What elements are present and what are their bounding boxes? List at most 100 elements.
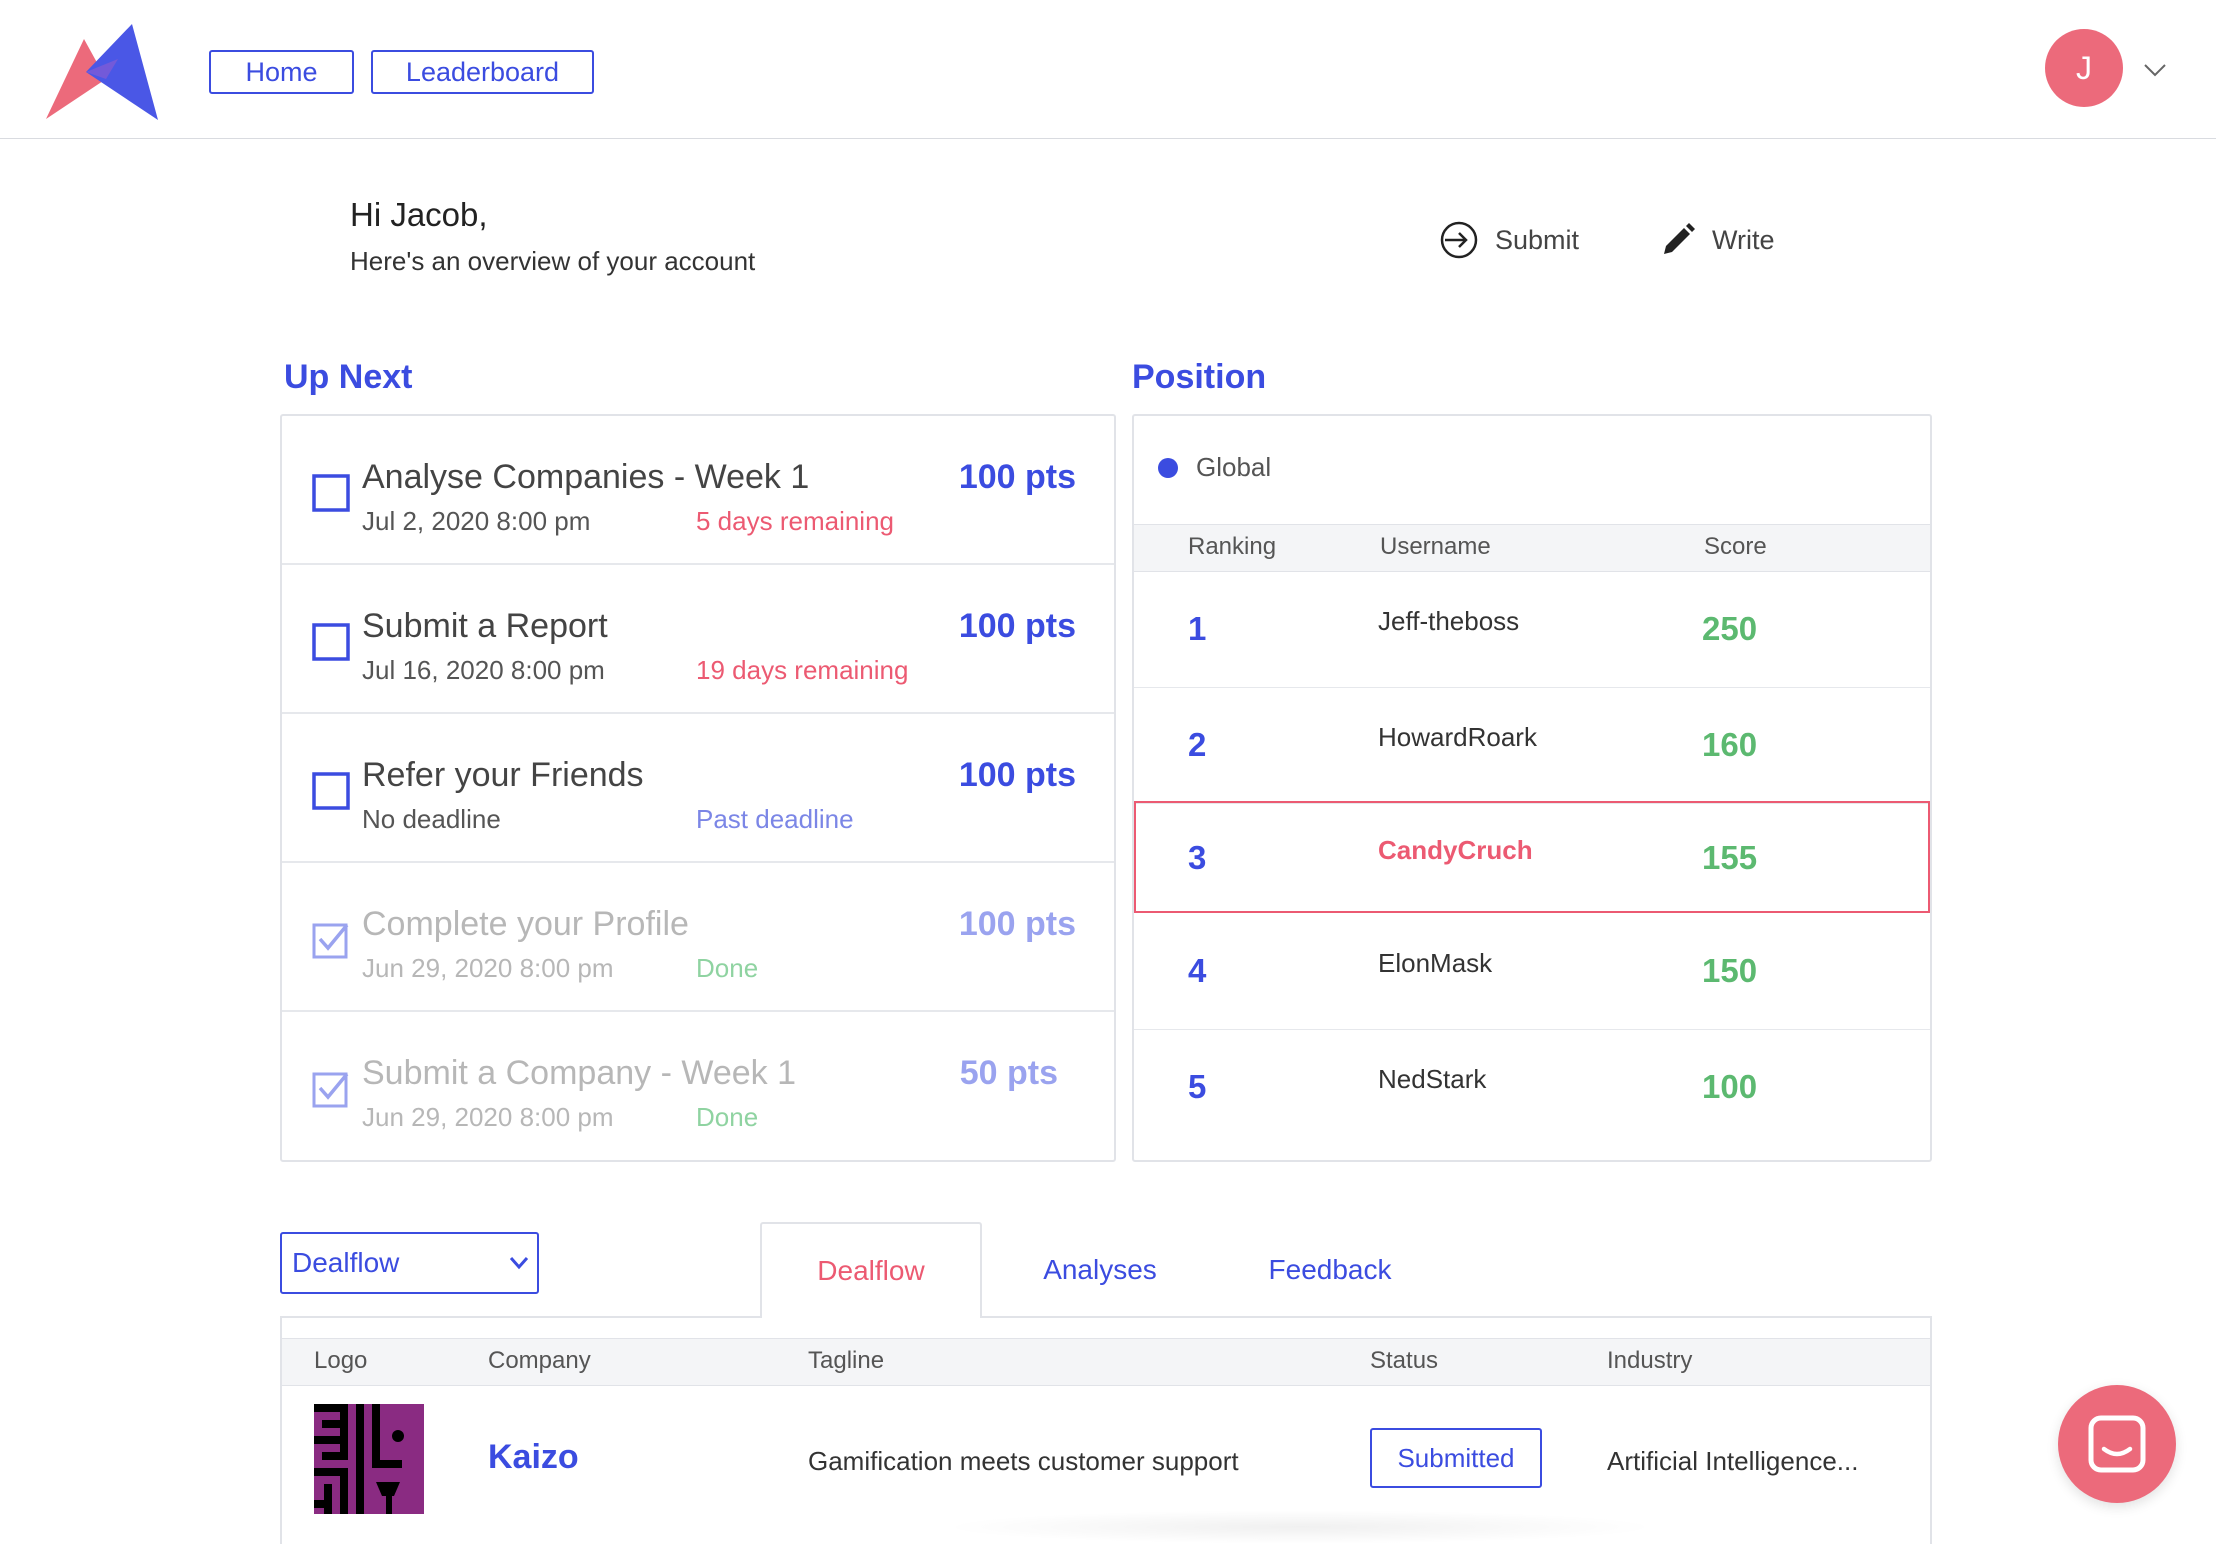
checkbox-checked-icon[interactable] <box>312 921 350 959</box>
company-name-link[interactable]: Kaizo <box>488 1438 579 1476</box>
up-next-heading: Up Next <box>284 358 413 396</box>
scroll-shadow <box>940 1510 1660 1544</box>
task-points: 50 pts <box>959 1054 1058 1092</box>
task-item[interactable]: Complete your Profile Jun 29, 2020 8:00 … <box>282 863 1114 1012</box>
tab-analyses[interactable]: Analyses <box>1043 1254 1157 1285</box>
task-item[interactable]: Submit a Company - Week 1 Jun 29, 2020 8… <box>282 1012 1114 1161</box>
checkbox-empty-icon[interactable] <box>312 623 350 661</box>
score: 160 <box>1702 726 1758 763</box>
filter-label: Global <box>1196 452 1272 482</box>
select-value: Dealflow <box>292 1247 400 1278</box>
up-next-card: Analyse Companies - Week 1 Jul 2, 2020 8… <box>280 414 1116 1162</box>
dealflow-table: Logo Company Tagline Status Industry <box>280 1318 1932 1544</box>
task-points: 100 pts <box>958 905 1076 943</box>
task-status: Past deadline <box>696 804 854 834</box>
task-title: Submit a Report <box>362 607 608 645</box>
col-username: Username <box>1380 533 1491 560</box>
score: 100 <box>1702 1068 1758 1105</box>
checkbox-empty-icon[interactable] <box>312 474 350 512</box>
top-navbar: Home Leaderboard J <box>0 0 2216 139</box>
rank: 3 <box>1188 839 1207 876</box>
checkbox-empty-icon[interactable] <box>312 772 350 810</box>
task-status: 19 days remaining <box>696 655 909 685</box>
rank: 4 <box>1188 952 1207 989</box>
tab-feedback[interactable]: Feedback <box>1268 1254 1392 1285</box>
rank: 2 <box>1188 726 1207 763</box>
status-badge-button[interactable]: Submitted <box>1370 1428 1542 1488</box>
chevron-down-icon <box>509 1257 529 1270</box>
write-action-label: Write <box>1712 224 1775 255</box>
greeting-subtitle: Here's an overview of your account <box>350 246 756 276</box>
task-title: Refer your Friends <box>362 756 644 794</box>
task-date: Jul 16, 2020 8:00 pm <box>362 655 605 685</box>
leaderboard-header: Ranking Username Score <box>1134 524 1930 572</box>
task-item[interactable]: Submit a Report Jul 16, 2020 8:00 pm 19 … <box>282 565 1114 714</box>
leaderboard-row[interactable]: 5 NedStark 100 <box>1134 1030 1930 1146</box>
chevron-down-icon[interactable] <box>2143 58 2167 82</box>
table-header: Logo Company Tagline Status Industry <box>282 1338 1930 1386</box>
leaderboard-filter[interactable]: Global <box>1158 452 1271 483</box>
task-points: 100 pts <box>958 607 1076 645</box>
login-arrow-icon <box>1440 221 1478 259</box>
username: CandyCruch <box>1378 835 1533 865</box>
leaderboard-row[interactable]: 2 HowardRoark 160 <box>1134 688 1930 804</box>
rank: 5 <box>1188 1068 1207 1105</box>
username: NedStark <box>1378 1064 1487 1094</box>
task-date: Jul 2, 2020 8:00 pm <box>362 506 591 536</box>
home-nav-button[interactable]: Home <box>209 50 354 94</box>
filter-dot-icon <box>1158 457 1178 478</box>
position-heading: Position <box>1132 358 1267 396</box>
col-tagline: Tagline <box>808 1347 885 1374</box>
col-logo: Logo <box>314 1347 368 1374</box>
task-item[interactable]: Analyse Companies - Week 1 Jul 2, 2020 8… <box>282 416 1114 565</box>
company-industry: Artificial Intelligence... <box>1607 1446 1859 1476</box>
tabs-divider <box>280 1316 1932 1318</box>
leaderboard-row[interactable]: 4 ElonMask 150 <box>1134 914 1930 1030</box>
score: 250 <box>1702 610 1758 647</box>
task-date: No deadline <box>362 804 501 834</box>
company-tagline: Gamification meets customer support <box>808 1446 1239 1476</box>
task-points: 100 pts <box>958 756 1076 794</box>
submit-action-button[interactable]: Submit <box>1439 216 1579 264</box>
leaderboard-nav-button[interactable]: Leaderboard <box>371 50 594 94</box>
position-card: Global Ranking Username Score 1 Jeff-the… <box>1132 414 1932 1162</box>
col-score: Score <box>1704 533 1767 560</box>
leaderboard-row[interactable]: 1 Jeff-theboss 250 <box>1134 572 1930 688</box>
username: HowardRoark <box>1378 722 1537 752</box>
submit-action-label: Submit <box>1495 224 1580 255</box>
col-ranking: Ranking <box>1188 533 1277 560</box>
chat-launcher-button[interactable] <box>2058 1385 2176 1503</box>
tab-dealflow[interactable]: Dealflow <box>760 1222 982 1318</box>
greeting-title: Hi Jacob, <box>350 196 488 233</box>
task-status: Done <box>696 953 759 983</box>
leaderboard-row-current-user[interactable]: 3 CandyCruch 155 <box>1134 801 1930 913</box>
task-title: Analyse Companies - Week 1 <box>362 458 810 496</box>
score: 155 <box>1702 839 1758 876</box>
username: Jeff-theboss <box>1378 606 1520 636</box>
chat-icon <box>2088 1415 2146 1473</box>
task-status: Done <box>696 1102 759 1132</box>
avatar[interactable]: J <box>2045 29 2123 107</box>
write-action-button[interactable]: Write <box>1660 216 1775 264</box>
task-status: 5 days remaining <box>696 506 894 536</box>
task-date: Jun 29, 2020 8:00 pm <box>362 1102 614 1132</box>
pencil-icon <box>1664 223 1695 254</box>
username: ElonMask <box>1378 948 1493 978</box>
table-row[interactable]: Kaizo Gamification meets customer suppor… <box>282 1386 1930 1526</box>
task-date: Jun 29, 2020 8:00 pm <box>362 953 614 983</box>
task-points: 100 pts <box>958 458 1076 496</box>
task-item[interactable]: Refer your Friends No deadline Past dead… <box>282 714 1114 863</box>
task-title: Complete your Profile <box>362 905 689 943</box>
brand-logo[interactable] <box>46 24 158 120</box>
task-title: Submit a Company - Week 1 <box>362 1054 796 1092</box>
dealflow-select[interactable]: Dealflow <box>280 1232 539 1294</box>
score: 150 <box>1702 952 1758 989</box>
col-industry: Industry <box>1607 1347 1693 1374</box>
checkbox-checked-icon[interactable] <box>312 1070 350 1108</box>
col-status: Status <box>1370 1347 1439 1374</box>
col-company: Company <box>488 1347 591 1374</box>
rank: 1 <box>1188 610 1207 647</box>
active-tab-gap <box>762 1316 980 1319</box>
avatar-initial: J <box>2076 49 2092 86</box>
company-logo[interactable] <box>314 1404 424 1514</box>
